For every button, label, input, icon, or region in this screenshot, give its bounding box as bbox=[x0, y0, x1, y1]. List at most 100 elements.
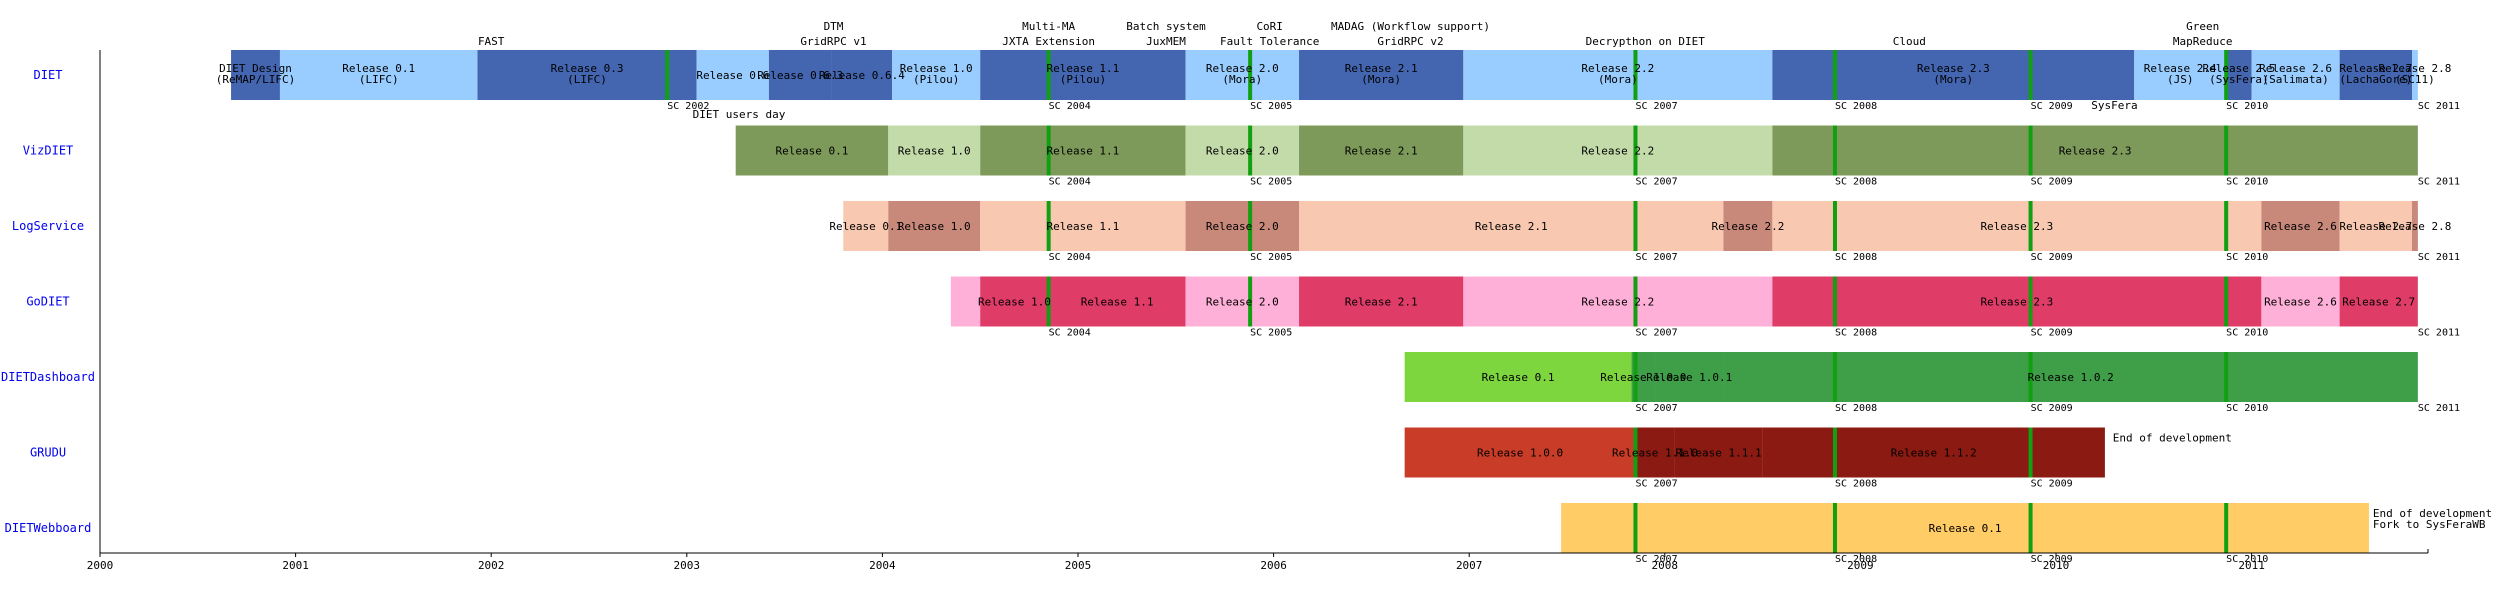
x-tick-label-2000: 2000 bbox=[87, 559, 114, 572]
release-bar-logservice-5 bbox=[1723, 201, 1773, 251]
release-label-diet-8: Release 2.0 bbox=[1206, 62, 1279, 75]
annotation-1: SysFera bbox=[2091, 99, 2137, 112]
sc-label-row4-0: SC 2007 bbox=[1635, 403, 1677, 414]
release-label-diet-6: Release 1.0 bbox=[900, 62, 973, 75]
release-bar-vizdiet-3 bbox=[1185, 125, 1300, 176]
sc-marker-dietdashboard-3 bbox=[1633, 352, 1638, 402]
sc-label-row0-1: SC 2004 bbox=[1049, 101, 1091, 112]
release-label-diet-9: Release 2.1 bbox=[1345, 62, 1418, 75]
release-label-diet-7: (Pilou) bbox=[1060, 73, 1106, 86]
sc-marker-logservice-1 bbox=[1046, 201, 1051, 251]
row-label-vizdiet: VizDIET bbox=[23, 144, 74, 158]
release-bar-diet-3 bbox=[696, 50, 769, 100]
sc-label-row0-4: SC 2008 bbox=[1835, 101, 1877, 112]
release-label-diet-0: DIET Design bbox=[219, 62, 292, 75]
event-label-4: CoRI bbox=[1256, 20, 1283, 33]
release-bar-dietwebboard-0 bbox=[1561, 503, 2369, 553]
release-label-vizdiet-3: Release 2.0 bbox=[1206, 145, 1279, 158]
release-label-logservice-8: Release 2.7 bbox=[2339, 220, 2412, 233]
release-bar-logservice-7 bbox=[2261, 201, 2340, 251]
release-label-diet-11: Release 2.3 bbox=[1917, 62, 1990, 75]
sc-label-row2-5: SC 2010 bbox=[2226, 252, 2268, 263]
release-label-diet-16: (SC11) bbox=[2395, 73, 2435, 86]
release-label-godiet-3: Release 2.0 bbox=[1206, 296, 1279, 309]
row-label-diet: DIET bbox=[34, 68, 63, 82]
row-label-dietdashboard: DIETDashboard bbox=[1, 370, 95, 384]
release-bar-diet-0 bbox=[231, 50, 280, 100]
sc-marker-godiet-6 bbox=[2224, 276, 2229, 327]
release-bar-godiet-2 bbox=[1048, 276, 1186, 327]
sc-label-row0-5: SC 2009 bbox=[2031, 101, 2073, 112]
release-label-diet-6: (Pilou) bbox=[913, 73, 959, 86]
release-bar-diet-2 bbox=[477, 50, 697, 100]
release-bar-logservice-2 bbox=[980, 201, 1186, 251]
release-label-vizdiet-4: Release 2.1 bbox=[1345, 145, 1418, 158]
release-bar-diet-11 bbox=[1772, 50, 2135, 100]
sc-label-row1-3: SC 2008 bbox=[1835, 177, 1877, 188]
release-bar-logservice-3 bbox=[1185, 201, 1300, 251]
release-bar-godiet-4 bbox=[1299, 276, 1464, 327]
sc-label-row1-5: SC 2010 bbox=[2226, 177, 2268, 188]
x-tick-label-2010: 2010 bbox=[2043, 559, 2070, 572]
sc-label-row0-6: SC 2010 bbox=[2226, 101, 2268, 112]
release-bar-godiet-0 bbox=[950, 276, 981, 327]
sc-label-row4-2: SC 2009 bbox=[2031, 403, 2073, 414]
event-label-0: FAST bbox=[478, 35, 505, 48]
release-bar-diet-4 bbox=[768, 50, 832, 100]
sc-label-row2-4: SC 2009 bbox=[2031, 252, 2073, 263]
sc-label-row0-2: SC 2005 bbox=[1250, 101, 1292, 112]
sc-markers-layer bbox=[665, 50, 2229, 553]
event-label-2: Multi-MA bbox=[1022, 20, 1075, 33]
sc-label-row0-3: SC 2007 bbox=[1635, 101, 1677, 112]
labels-layer: DIET DIET Design(ReMAP/LIFC)Release 0.1(L… bbox=[1, 20, 2492, 565]
event-label-8: MapReduce bbox=[2173, 35, 2233, 48]
sc-marker-dietwebboard-3 bbox=[1633, 503, 1638, 553]
release-bar-godiet-5 bbox=[1463, 276, 1773, 327]
release-bar-grudu-3 bbox=[1762, 427, 2105, 478]
release-label-dietdashboard-1: Release 1.0.0 bbox=[1600, 371, 1686, 384]
release-bar-diet-13 bbox=[2226, 50, 2252, 100]
release-bar-dietdashboard-2 bbox=[1655, 352, 1724, 402]
sc-label-row3-0: SC 2004 bbox=[1049, 328, 1091, 339]
event-label-7: Cloud bbox=[1893, 35, 1926, 48]
event-label-5: GridRPC v2 bbox=[1377, 35, 1443, 48]
sc-label-row5-2: SC 2009 bbox=[2031, 479, 2073, 490]
sc-label-row3-4: SC 2009 bbox=[2031, 328, 2073, 339]
x-tick-label-2007: 2007 bbox=[1456, 559, 1483, 572]
release-label-godiet-4: Release 2.1 bbox=[1345, 296, 1418, 309]
sc-label-row2-0: SC 2004 bbox=[1049, 252, 1091, 263]
sc-label-row0-7: SC 2011 bbox=[2418, 101, 2460, 112]
release-bar-diet-16 bbox=[2411, 50, 2418, 100]
sc-label-row0-0: SC 2002 bbox=[667, 101, 709, 112]
sc-label-row4-3: SC 2010 bbox=[2226, 403, 2268, 414]
annotation-4: Fork to SysFeraWB bbox=[2373, 518, 2486, 531]
release-label-diet-14: (Salimata) bbox=[2262, 73, 2328, 86]
release-label-diet-14: Release 2.6 bbox=[2259, 62, 2332, 75]
sc-label-row3-1: SC 2005 bbox=[1250, 328, 1292, 339]
sc-marker-godiet-3 bbox=[1633, 276, 1638, 327]
release-label-grudu-1: Release 1.1.0 bbox=[1612, 447, 1698, 460]
release-label-dietdashboard-0: Release 0.1 bbox=[1482, 371, 1555, 384]
sc-marker-godiet-5 bbox=[2028, 276, 2033, 327]
row-label-godiet: GoDIET bbox=[26, 295, 69, 309]
sc-marker-godiet-2 bbox=[1248, 276, 1253, 327]
sc-marker-diet-0 bbox=[665, 50, 670, 100]
sc-marker-godiet-4 bbox=[1832, 276, 1837, 327]
release-label-vizdiet-5: Release 2.2 bbox=[1581, 145, 1654, 158]
sc-label-row5-0: SC 2007 bbox=[1635, 479, 1677, 490]
sc-label-row1-2: SC 2007 bbox=[1635, 177, 1677, 188]
release-label-grudu-2: Release 1.1.1 bbox=[1676, 447, 1762, 460]
release-label-diet-11: (Mora) bbox=[1933, 73, 1973, 86]
sc-marker-logservice-2 bbox=[1248, 201, 1253, 251]
x-tick-label-2006: 2006 bbox=[1260, 559, 1287, 572]
release-label-logservice-0: Release 0.1 bbox=[829, 220, 902, 233]
x-tick-label-2008: 2008 bbox=[1652, 559, 1679, 572]
release-bar-logservice-4 bbox=[1299, 201, 1724, 251]
sc-label-row4-4: SC 2011 bbox=[2418, 403, 2460, 414]
release-label-dietdashboard-2: Release 1.0.1 bbox=[1646, 371, 1732, 384]
release-bar-godiet-6 bbox=[1772, 276, 2262, 327]
release-label-diet-12: Release 2.4 bbox=[2144, 62, 2217, 75]
event-label-2: JXTA Extension bbox=[1002, 35, 1095, 48]
sc-marker-vizdiet-4 bbox=[1832, 125, 1837, 176]
x-tick-label-2011: 2011 bbox=[2238, 559, 2265, 572]
